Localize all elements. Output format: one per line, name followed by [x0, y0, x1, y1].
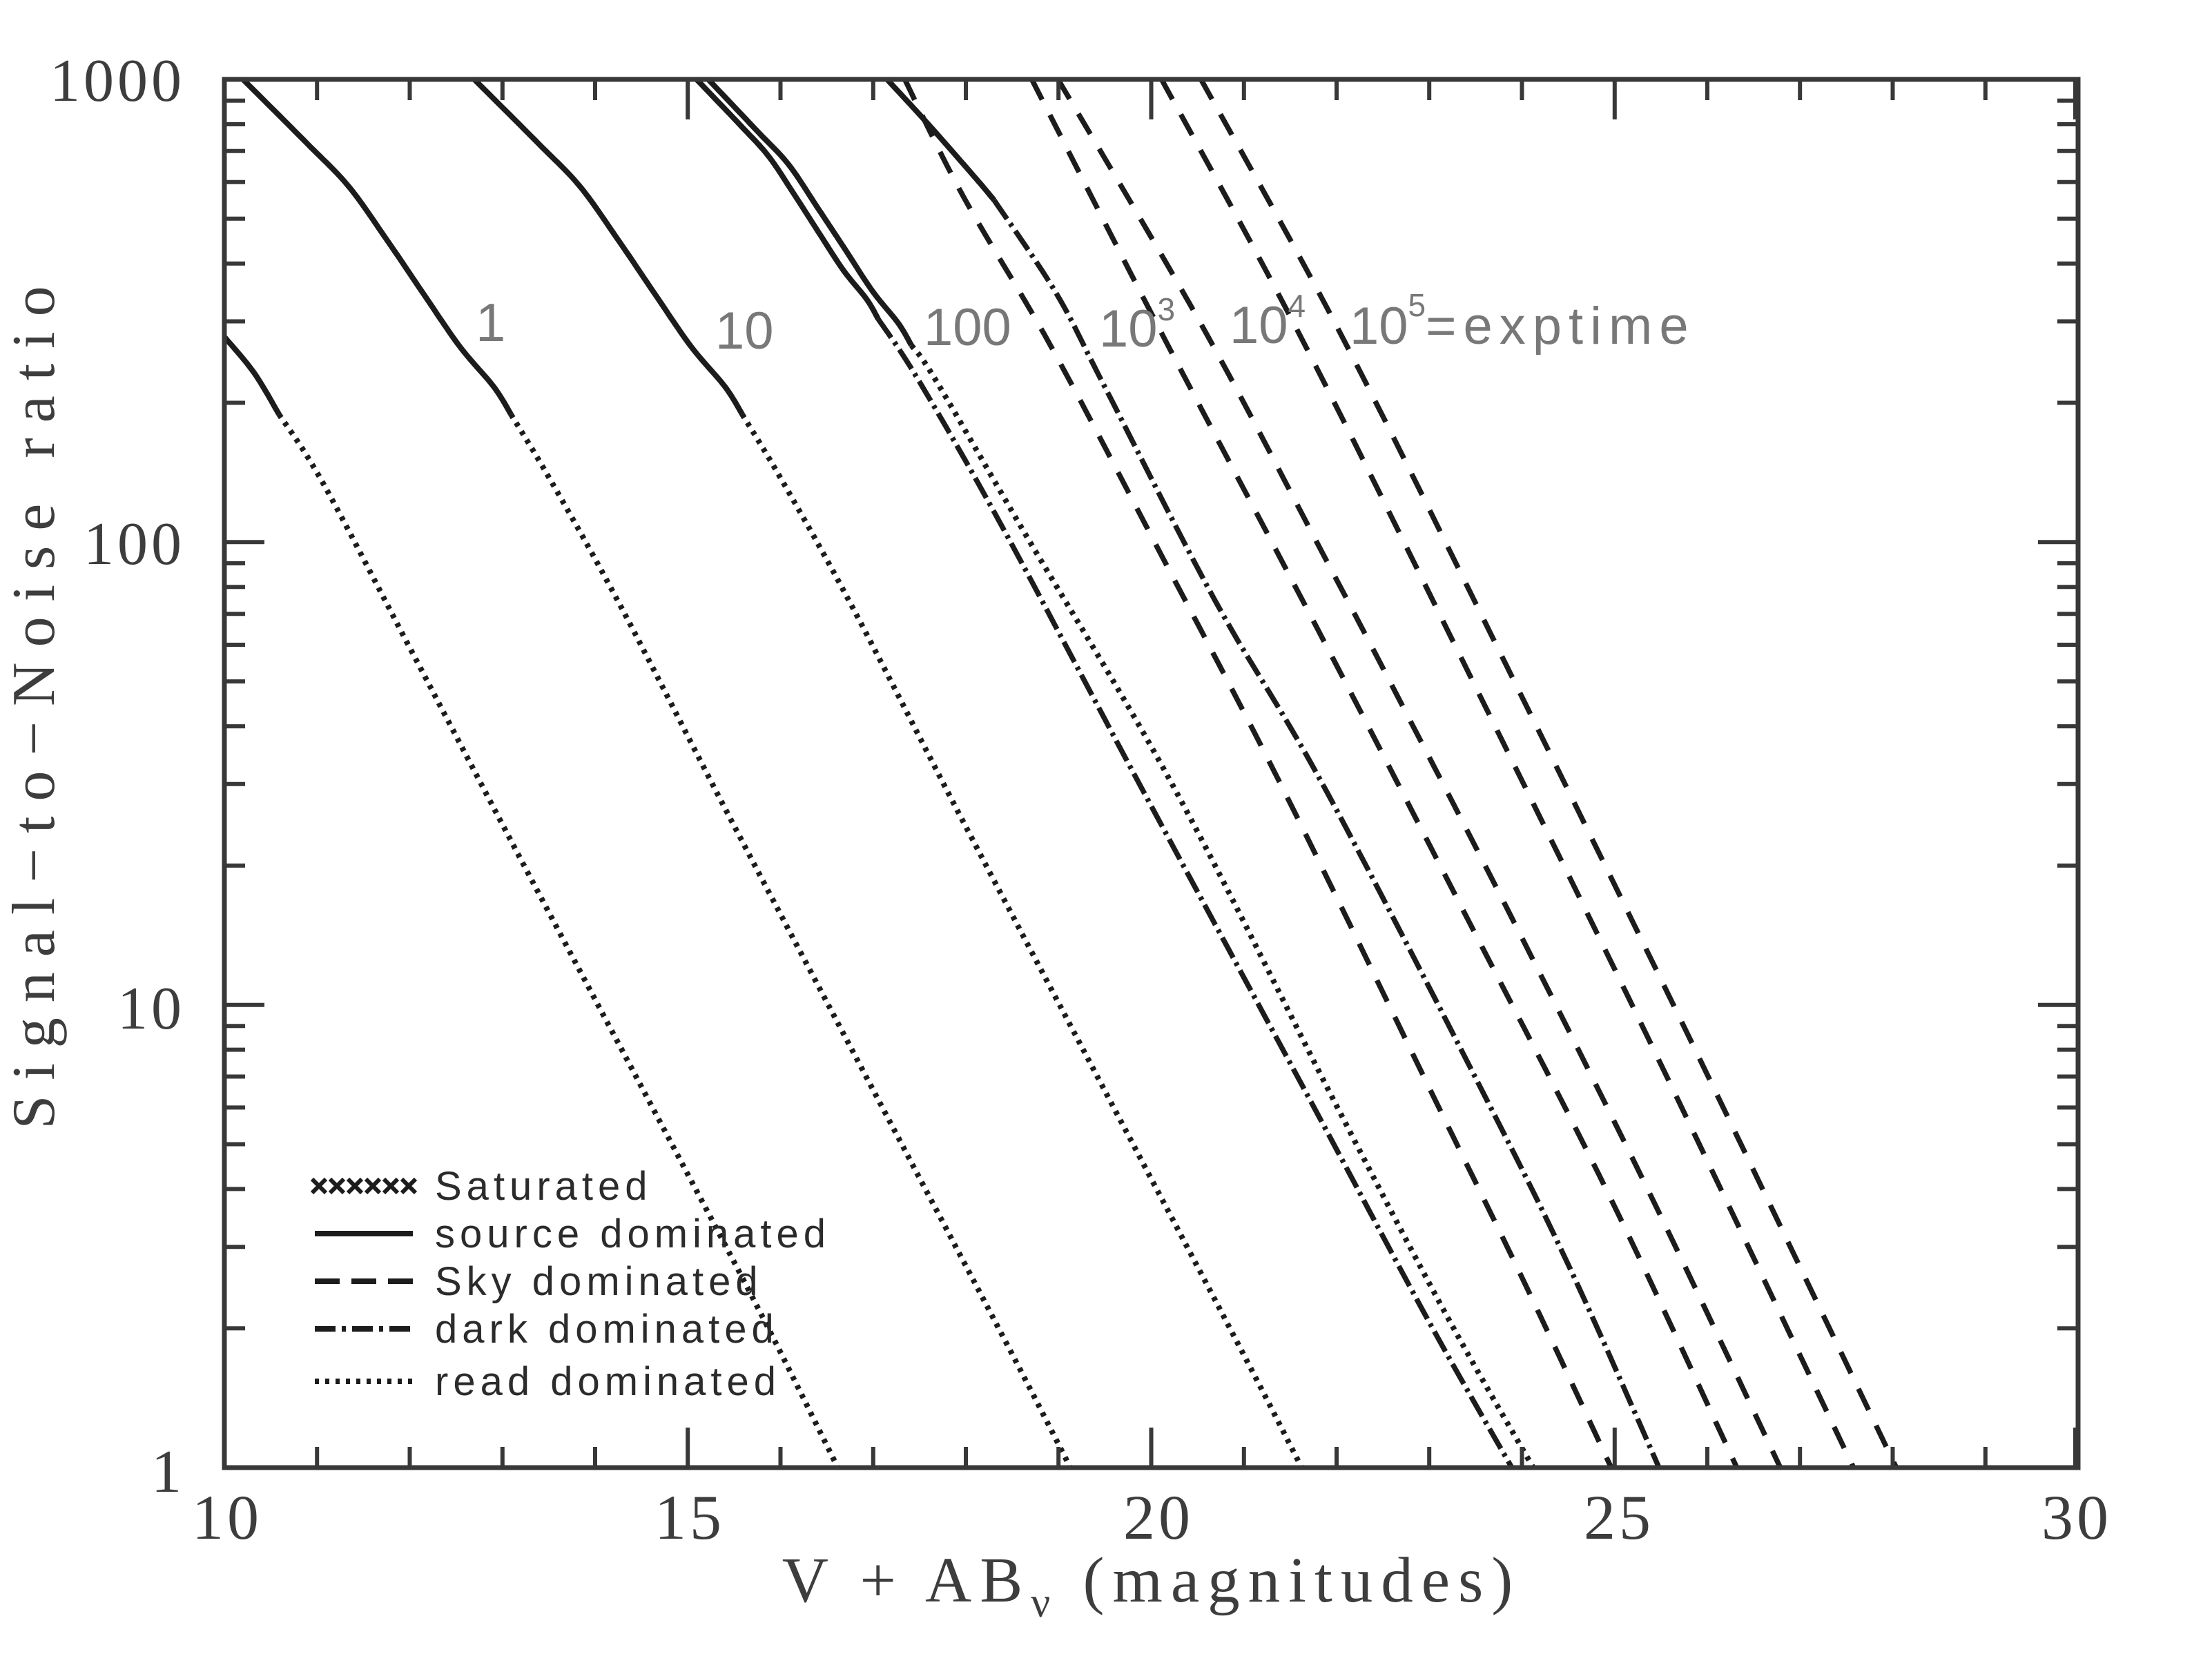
svg-text:10: 10 — [192, 1482, 262, 1553]
svg-text:1: 1 — [151, 1439, 185, 1506]
svg-text:1: 1 — [476, 292, 505, 353]
svg-text:15: 15 — [654, 1482, 725, 1553]
svg-text:100: 100 — [84, 511, 185, 578]
svg-text:10: 10 — [117, 975, 185, 1042]
svg-text:105=exptime: 105=exptime — [1350, 287, 1696, 356]
svg-text:25: 25 — [1584, 1482, 1654, 1553]
svg-text:V + ABν (magnitudes): V + ABν (magnitudes) — [782, 1545, 1522, 1626]
svg-text:Sky dominated: Sky dominated — [435, 1259, 763, 1304]
svg-text:10: 10 — [715, 302, 774, 360]
svg-text:1000: 1000 — [50, 48, 185, 115]
svg-text:source dominated: source dominated — [435, 1212, 831, 1256]
svg-text:30: 30 — [2041, 1482, 2112, 1553]
svg-text:Saturated: Saturated — [435, 1164, 652, 1209]
svg-text:Signal−to−Noise ratio: Signal−to−Noise ratio — [1, 271, 68, 1129]
svg-text:100: 100 — [924, 298, 1011, 357]
svg-text:read dominated: read dominated — [435, 1359, 781, 1404]
svg-text:20: 20 — [1123, 1482, 1194, 1553]
svg-text:dark dominated: dark dominated — [435, 1307, 779, 1352]
